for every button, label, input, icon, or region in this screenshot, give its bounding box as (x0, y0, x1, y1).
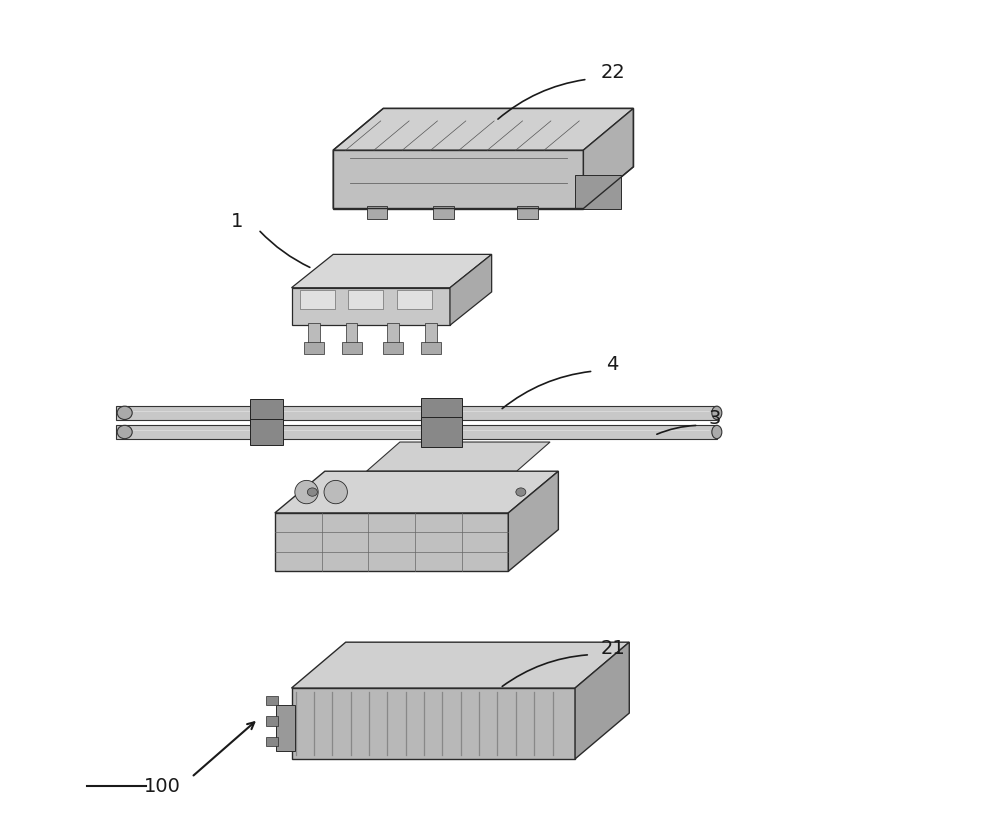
Polygon shape (450, 254, 492, 325)
Ellipse shape (324, 480, 347, 504)
Polygon shape (292, 688, 575, 759)
Ellipse shape (117, 406, 132, 420)
Ellipse shape (516, 488, 526, 496)
Text: 100: 100 (144, 777, 181, 796)
Bar (342, 342, 362, 354)
Bar (266, 696, 278, 705)
Polygon shape (333, 150, 583, 208)
Bar (517, 206, 538, 219)
Bar (421, 417, 462, 447)
Text: 1: 1 (231, 212, 243, 230)
Text: 21: 21 (600, 640, 625, 658)
Text: 22: 22 (600, 63, 625, 82)
Bar (348, 290, 383, 309)
Polygon shape (292, 642, 629, 688)
Polygon shape (275, 513, 508, 571)
Ellipse shape (712, 406, 722, 420)
Bar (397, 290, 432, 309)
Polygon shape (292, 254, 492, 288)
Bar (308, 323, 320, 344)
Text: 3: 3 (709, 409, 721, 428)
Polygon shape (116, 406, 717, 420)
Bar (300, 290, 335, 309)
Polygon shape (333, 108, 633, 150)
Polygon shape (583, 108, 633, 208)
Bar (250, 399, 283, 426)
Polygon shape (575, 642, 629, 759)
Ellipse shape (712, 425, 722, 439)
Bar (383, 342, 403, 354)
Polygon shape (508, 471, 558, 571)
Ellipse shape (117, 425, 132, 439)
Ellipse shape (307, 488, 317, 496)
Polygon shape (292, 288, 450, 325)
Bar (425, 323, 437, 344)
Bar (266, 737, 278, 746)
Polygon shape (116, 425, 717, 439)
Bar (433, 206, 454, 219)
Ellipse shape (295, 480, 318, 504)
Bar (276, 705, 295, 751)
Bar (367, 206, 387, 219)
Text: 4: 4 (606, 355, 619, 374)
Bar (250, 419, 283, 445)
Polygon shape (367, 442, 550, 471)
Polygon shape (275, 471, 558, 513)
Bar (304, 342, 324, 354)
Bar (387, 323, 399, 344)
Bar (266, 716, 278, 726)
Bar (421, 342, 441, 354)
Bar (346, 323, 357, 344)
Bar (575, 175, 621, 208)
Bar (421, 398, 462, 428)
